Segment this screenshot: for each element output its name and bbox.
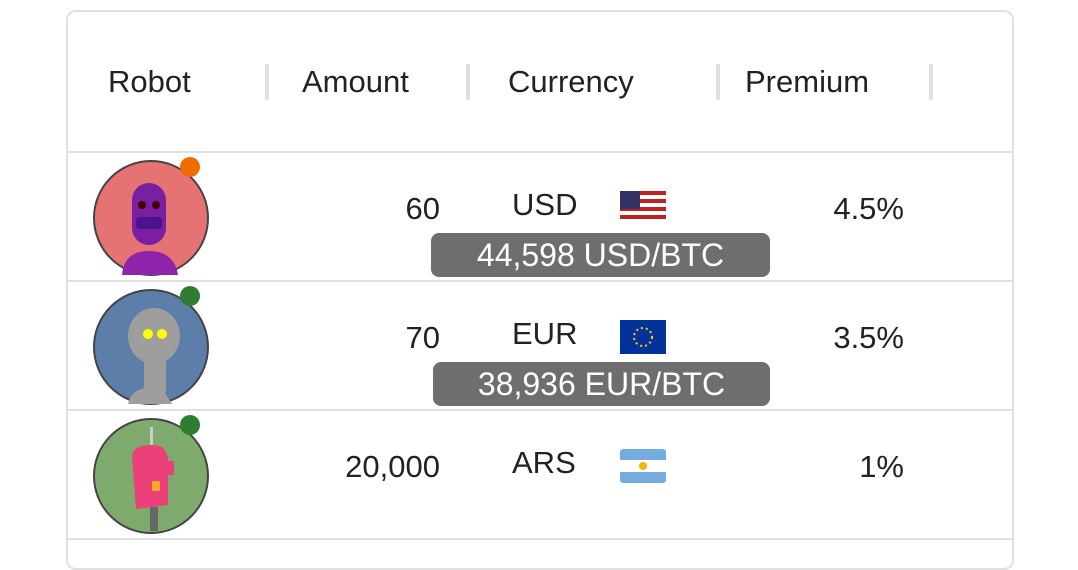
premium-cell: 4.5% [833, 191, 904, 226]
currency-cell: EUR [512, 316, 578, 351]
robot-avatar[interactable] [92, 288, 210, 406]
us-flag-icon [620, 191, 666, 225]
premium-cell: 1% [859, 449, 904, 484]
status-dot-icon [180, 286, 200, 306]
table-header: Robot Amount Currency Premium [68, 12, 1012, 153]
robot-avatar[interactable] [92, 159, 210, 277]
table-row[interactable]: 20,000 ARS 1% [68, 411, 1012, 540]
status-dot-icon [180, 415, 200, 435]
column-separator[interactable] [716, 64, 720, 100]
column-separator[interactable] [265, 64, 269, 100]
price-tooltip: 38,936 EUR/BTC [433, 362, 770, 406]
column-separator[interactable] [466, 64, 470, 100]
amount-cell: 70 [405, 320, 440, 355]
eu-flag-icon [620, 320, 666, 354]
currency-cell: USD [512, 187, 578, 222]
price-tooltip: 44,598 USD/BTC [431, 233, 770, 277]
column-separator[interactable] [929, 64, 933, 100]
table-row[interactable]: 70 EUR 3.5% [68, 282, 1012, 411]
currency-cell: ARS [512, 445, 576, 480]
column-header-premium[interactable]: Premium [745, 64, 870, 99]
column-header-robot[interactable]: Robot [108, 64, 191, 99]
column-header-amount[interactable]: Amount [302, 64, 409, 99]
amount-cell: 20,000 [345, 449, 440, 484]
robot-avatar[interactable] [92, 417, 210, 535]
ar-flag-icon [620, 449, 666, 483]
amount-cell: 60 [405, 191, 440, 226]
premium-cell: 3.5% [833, 320, 904, 355]
table-row[interactable]: 60 USD 4.5% [68, 153, 1012, 282]
order-book-table: Robot Amount Currency Premium 60 USD 4.5… [66, 10, 1014, 570]
status-dot-icon [180, 157, 200, 177]
column-header-currency[interactable]: Currency [508, 64, 634, 99]
